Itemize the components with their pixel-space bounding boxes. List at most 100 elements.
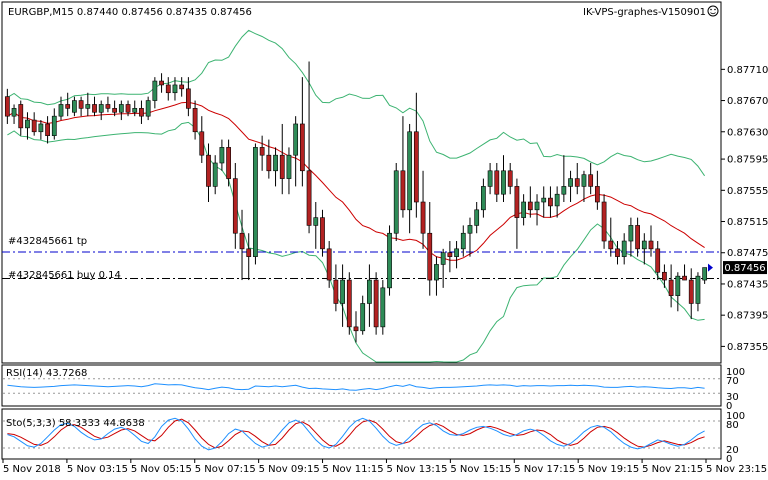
candle-body xyxy=(688,279,694,304)
candle-body xyxy=(38,123,44,133)
candle-body xyxy=(58,104,64,117)
candle xyxy=(641,233,647,265)
candle-body xyxy=(655,248,661,273)
candle-body xyxy=(239,232,245,250)
time-tick-label: 5 Nov 17:15 xyxy=(514,464,575,475)
rsi-line xyxy=(3,378,720,394)
candle-body xyxy=(702,267,708,281)
candle-body xyxy=(353,326,359,332)
candle-body xyxy=(668,279,674,296)
candle-body xyxy=(333,279,339,304)
candle-body xyxy=(460,232,466,250)
candle xyxy=(165,77,171,101)
candle xyxy=(387,225,392,296)
candle-body xyxy=(65,104,71,109)
candle-body xyxy=(273,154,278,172)
candle-body xyxy=(615,248,620,257)
candle xyxy=(92,96,97,117)
candle xyxy=(373,272,379,335)
stoch-axis: 100 80 20 0 xyxy=(726,411,745,465)
candle-body xyxy=(132,108,138,113)
candle xyxy=(259,135,265,171)
candle xyxy=(541,186,547,218)
candle xyxy=(72,96,77,117)
candle xyxy=(78,96,84,117)
candle xyxy=(199,116,205,163)
candle-body xyxy=(534,201,540,211)
candle xyxy=(507,162,513,195)
candle xyxy=(192,100,198,140)
rsi-axis: 100 70 30 0 xyxy=(726,367,745,412)
candle-body xyxy=(588,174,594,187)
price-tick-label: 0.87395 xyxy=(727,311,768,322)
candle-body xyxy=(299,123,305,172)
candle xyxy=(132,100,138,117)
candle xyxy=(206,143,211,203)
candle xyxy=(668,264,674,308)
candle xyxy=(454,241,459,269)
stoch-label: Sto(5,3,3) 58.3333 44.8638 xyxy=(6,418,145,429)
stoch-tick-20: 20 xyxy=(726,445,739,456)
candle xyxy=(51,108,57,140)
candle-body xyxy=(346,279,352,328)
candle xyxy=(4,88,10,124)
candle xyxy=(172,77,178,101)
candle xyxy=(548,186,553,218)
time-tick-label: 5 Nov 05:15 xyxy=(131,464,192,475)
candle-body xyxy=(105,104,111,109)
candle-body xyxy=(481,186,486,211)
candle-body xyxy=(165,84,171,94)
candle xyxy=(226,139,231,187)
order-lines xyxy=(2,251,720,279)
candle-body xyxy=(608,240,614,250)
rsi-path xyxy=(7,383,705,391)
candle xyxy=(118,100,124,121)
candle-body xyxy=(4,96,10,117)
candle-body xyxy=(51,115,57,136)
candle xyxy=(588,162,594,195)
candle-body xyxy=(682,275,687,281)
candle-body xyxy=(199,131,205,156)
candle xyxy=(635,217,640,257)
candle-body xyxy=(695,275,701,304)
candle xyxy=(31,112,37,136)
time-tick-label: 5 Nov 23:15 xyxy=(706,464,767,475)
candle xyxy=(239,209,245,281)
candle-body xyxy=(501,170,506,195)
candle-body xyxy=(400,170,406,211)
candle-body xyxy=(447,252,453,257)
candle xyxy=(105,96,111,113)
rsi-tick-70: 70 xyxy=(726,376,739,387)
time-tick-label: 5 Nov 11:15 xyxy=(323,464,384,475)
candle xyxy=(675,272,681,312)
candle xyxy=(460,225,466,257)
time-tick-label: 5 Nov 07:15 xyxy=(195,464,256,475)
candle-body xyxy=(279,154,285,179)
candle-body xyxy=(434,264,439,281)
stochastic-lines xyxy=(3,417,720,451)
candle xyxy=(393,162,399,242)
candle xyxy=(655,241,661,281)
candle-body xyxy=(85,104,91,109)
candle-body xyxy=(145,100,151,117)
candle-body xyxy=(286,154,292,179)
candle xyxy=(561,155,567,203)
candle-body xyxy=(621,240,627,257)
candle xyxy=(45,116,50,144)
candle xyxy=(159,73,164,93)
candle-body xyxy=(561,186,567,195)
candle-body xyxy=(541,197,547,203)
candle-body xyxy=(641,240,647,250)
candle xyxy=(353,311,359,343)
candle xyxy=(682,264,687,281)
candle xyxy=(346,272,352,335)
candle xyxy=(152,77,158,109)
candle xyxy=(326,241,332,288)
stoch-tick-0: 0 xyxy=(726,454,732,465)
price-tick-label: 0.87595 xyxy=(727,155,768,166)
time-tick-label: 5 Nov 03:15 xyxy=(67,464,128,475)
candle-body xyxy=(139,108,144,117)
candle-body xyxy=(172,84,178,94)
